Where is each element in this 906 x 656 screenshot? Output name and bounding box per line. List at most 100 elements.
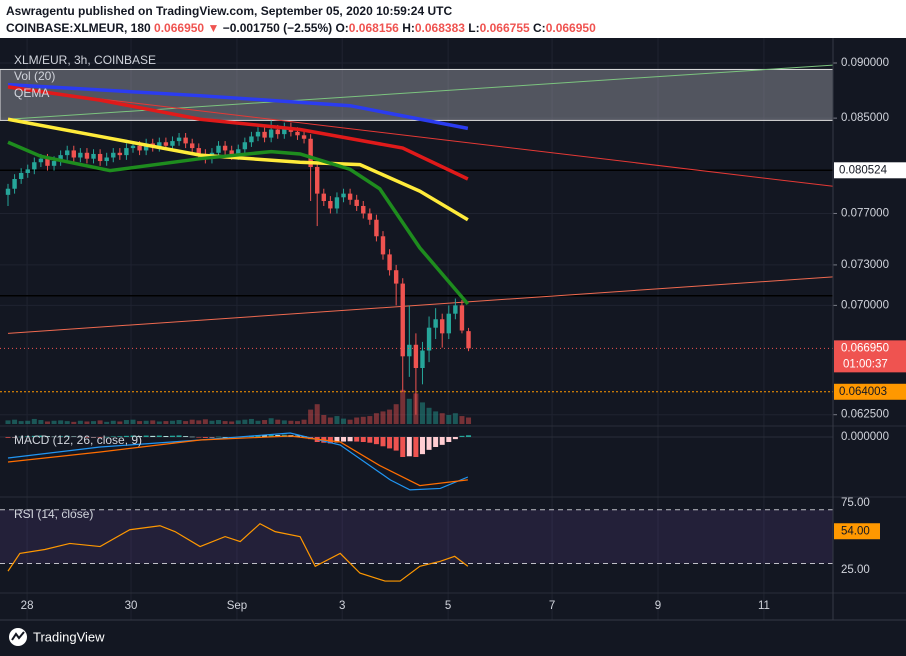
volume-bar (406, 398, 412, 424)
ema-line (7, 117, 469, 222)
candle-body (5, 188, 11, 195)
macd-bar (189, 436, 195, 438)
rsi-value-label: 54.00 (841, 525, 870, 537)
l-value: 0.066755 (480, 21, 530, 35)
volume-bar (71, 421, 77, 424)
volume-bar (104, 421, 110, 424)
volume-bar (301, 419, 307, 424)
volume-bar (439, 413, 445, 424)
y-tick-label: 0.077000 (841, 207, 889, 219)
volume-bar (18, 421, 24, 424)
y-tick-label: 0.090000 (841, 57, 889, 69)
o-key: O: (335, 21, 348, 35)
candle-body (32, 162, 37, 170)
y-tick-label: 0.062500 (841, 409, 889, 421)
macd-bar (419, 437, 425, 455)
candle-body (38, 158, 44, 163)
candle-body (111, 152, 116, 158)
rsi-tick-label: 75.00 (841, 497, 870, 509)
candle-body (380, 236, 386, 255)
macd-bar (130, 435, 136, 437)
macd-bar (77, 436, 83, 438)
volume-bar (25, 420, 31, 424)
volume-bar (156, 421, 162, 424)
volume-bar (308, 409, 314, 424)
volume-bar (354, 417, 360, 424)
volume-bar (347, 419, 353, 424)
x-tick-label: 3 (339, 600, 345, 612)
ema-label: QEMA (14, 86, 49, 100)
macd-bar (150, 435, 156, 437)
volume-bar (58, 420, 64, 424)
candle-body (295, 131, 300, 136)
volume-bar (268, 418, 274, 424)
h-value: 0.068383 (415, 21, 465, 35)
candle-body (249, 136, 254, 143)
macd-bar (44, 436, 50, 437)
rsi-title: RSI (14, close) (14, 507, 93, 521)
macd-bar (58, 436, 64, 437)
macd-bar (5, 437, 11, 438)
volume-bar (446, 415, 452, 424)
x-tick-label: 7 (549, 600, 555, 612)
volume-bar (321, 415, 327, 424)
macd-bar (222, 437, 228, 438)
candle-body (163, 142, 169, 146)
macd-line (7, 435, 468, 487)
trend-line (7, 87, 834, 187)
candle-body (196, 148, 201, 154)
volume-bar (373, 413, 379, 424)
candle-body (374, 219, 379, 237)
candle-body (453, 305, 458, 314)
candle-body (84, 152, 90, 159)
ema-line (7, 82, 469, 131)
macd-bar (110, 436, 116, 437)
candle-body (400, 283, 405, 357)
volume-bar (77, 420, 83, 424)
macd-bar (367, 437, 373, 443)
macd-bar (433, 437, 439, 447)
candle-body (262, 131, 267, 138)
volume-bar (216, 420, 222, 424)
volume-bar (189, 419, 195, 424)
x-tick-label: Sep (227, 600, 247, 612)
macd-bar (143, 435, 149, 437)
volume-bar (209, 420, 215, 424)
macd-title: MACD (12, 26, close, 9) (14, 433, 142, 447)
macd-bar (64, 435, 70, 437)
candle-body (124, 148, 129, 156)
macd-bar (12, 437, 18, 438)
macd-bar (446, 437, 452, 442)
volume-bar (202, 419, 208, 424)
macd-bar (334, 437, 340, 443)
volume-bar (419, 402, 425, 424)
volume-bar (288, 420, 294, 424)
logo-glyph (11, 631, 25, 641)
volume-bar (327, 417, 333, 424)
rsi-line (7, 522, 469, 582)
change: −0.001750 (−2.55%) (223, 21, 332, 35)
volume-bar (91, 421, 97, 424)
volume-bar (393, 404, 399, 424)
candle-body (51, 161, 57, 166)
volume-bar (137, 421, 143, 424)
candle-body (58, 155, 63, 162)
level-label: 0.080524 (839, 164, 888, 176)
macd-bar (262, 435, 268, 437)
macd-bar (18, 436, 24, 438)
macd-bar (380, 437, 386, 447)
volume-bar (44, 421, 50, 424)
volume-bar (235, 420, 241, 424)
chart-layer: 28 30 Sep 3 5 7 9 11 0.090000 0.085000 0.077000 0.0… (0, 38, 906, 620)
volume-bar (314, 404, 320, 424)
x-tick-label: 9 (655, 600, 661, 612)
l-key: L: (468, 21, 479, 35)
volume-bar (380, 411, 386, 424)
candle-body (18, 172, 24, 180)
candle-body (268, 129, 274, 138)
macd-bar (439, 437, 445, 445)
macd-bar (84, 437, 90, 438)
macd-bar (104, 436, 110, 438)
macd-bar (91, 437, 97, 438)
macd-bar (268, 434, 274, 437)
